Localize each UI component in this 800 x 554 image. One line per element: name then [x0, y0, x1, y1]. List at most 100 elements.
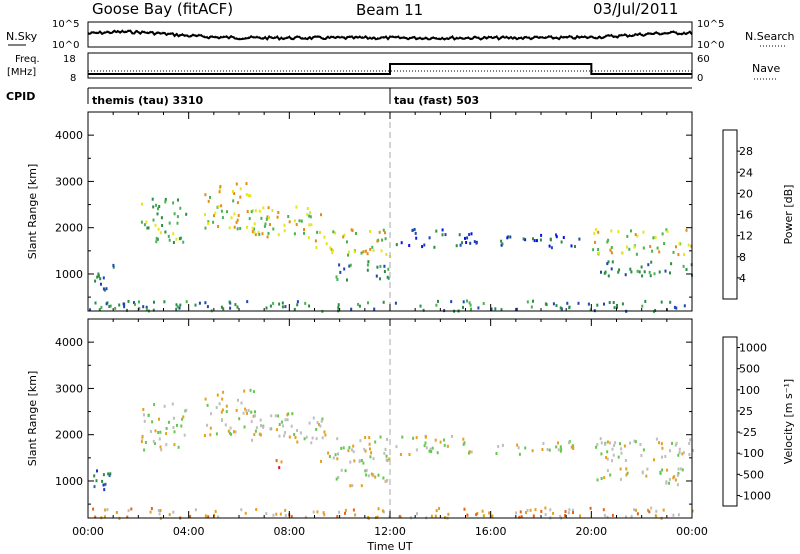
station-title: Goose Bay (fitACF): [92, 0, 233, 18]
echo-pixel: [384, 231, 386, 235]
echo-pixel: [640, 454, 643, 457]
echo-pixel: [327, 451, 330, 455]
echo-pixel: [650, 260, 653, 264]
echo-pixel: [149, 510, 152, 514]
echo-pixel: [606, 469, 609, 473]
echo-pixel: [424, 435, 427, 439]
echo-pixel: [103, 515, 106, 519]
echo-pixel: [363, 447, 366, 451]
echo-pixel: [275, 512, 278, 516]
echo-pixel: [638, 270, 641, 274]
echo-pixel: [611, 513, 614, 517]
echo-pixel: [145, 308, 148, 311]
echo-pixel: [203, 213, 206, 217]
echo-pixel: [339, 270, 342, 274]
echo-pixel: [258, 232, 261, 236]
echo-pixel: [143, 223, 146, 227]
echo-pixel: [210, 412, 212, 416]
echo-pixel: [466, 236, 469, 240]
echo-pixel: [469, 303, 472, 307]
echo-pixel: [141, 202, 143, 206]
echo-pixel: [309, 211, 312, 214]
echo-pixel: [364, 469, 367, 473]
echo-pixel: [549, 238, 552, 242]
echo-pixel: [385, 253, 388, 256]
echo-pixel: [552, 511, 555, 515]
echo-pixel: [232, 199, 235, 203]
echo-pixel: [661, 232, 664, 236]
echo-pixel: [153, 442, 156, 445]
echo-pixel: [220, 209, 223, 213]
colorbar-tick-label: -25: [739, 426, 757, 439]
echo-pixel: [415, 436, 418, 440]
echo-pixel: [560, 240, 563, 244]
echo-pixel: [635, 508, 638, 512]
plot-background: [88, 112, 692, 311]
echo-pixel: [308, 304, 311, 308]
echo-pixel: [225, 404, 228, 408]
echo-pixel: [366, 268, 369, 272]
echo-pixel: [660, 442, 663, 446]
echo-pixel: [310, 223, 313, 227]
echo-pixel: [540, 509, 543, 513]
echo-pixel: [242, 411, 245, 415]
echo-pixel: [194, 303, 197, 307]
echo-pixel: [416, 512, 418, 516]
echo-pixel: [237, 398, 239, 402]
echo-pixel: [233, 225, 236, 229]
echo-pixel: [290, 515, 293, 518]
echo-pixel: [272, 513, 275, 517]
echo-pixel: [142, 305, 145, 309]
echo-pixel: [488, 511, 491, 515]
echo-pixel: [337, 476, 340, 479]
echo-pixel: [247, 194, 250, 198]
echo-pixel: [212, 220, 215, 224]
nave-label: Nave: [752, 62, 780, 75]
echo-pixel: [175, 303, 178, 307]
echo-pixel: [351, 448, 353, 452]
echo-pixel: [435, 303, 438, 307]
x-axis-label: Time UT: [366, 540, 412, 553]
echo-pixel: [359, 439, 362, 443]
echo-pixel: [342, 446, 345, 450]
echo-pixel: [671, 441, 673, 445]
echo-pixel: [97, 274, 100, 278]
echo-pixel: [677, 471, 680, 475]
echo-pixel: [152, 218, 155, 222]
echo-pixel: [655, 509, 658, 513]
colorbar-label: Power [dB]: [782, 185, 795, 245]
echo-pixel: [509, 235, 512, 239]
echo-pixel: [532, 514, 535, 518]
echo-pixel: [303, 228, 305, 231]
echo-pixel: [293, 433, 296, 436]
echo-pixel: [555, 304, 558, 308]
echo-pixel: [546, 448, 549, 451]
echo-pixel: [596, 443, 599, 446]
echo-pixel: [250, 210, 253, 214]
echo-pixel: [599, 437, 602, 441]
echo-pixel: [263, 224, 266, 228]
echo-pixel: [530, 305, 533, 309]
echo-pixel: [577, 301, 580, 305]
echo-pixel: [245, 182, 248, 186]
echo-pixel: [189, 515, 192, 518]
echo-pixel: [443, 438, 445, 442]
echo-pixel: [158, 205, 161, 208]
echo-pixel: [94, 515, 97, 519]
echo-pixel: [269, 304, 272, 308]
echo-pixel: [126, 308, 128, 312]
colorbar-tick-label: 4: [739, 272, 746, 285]
colorbar-label: Velocity [m s⁻¹]: [782, 379, 795, 464]
echo-pixel: [446, 444, 449, 448]
echo-pixel: [175, 237, 178, 241]
echo-pixel: [176, 221, 179, 225]
echo-pixel: [665, 481, 668, 485]
echo-pixel: [463, 507, 466, 511]
echo-pixel: [147, 226, 150, 230]
echo-pixel: [351, 229, 354, 232]
echo-pixel: [290, 424, 293, 428]
echo-pixel: [207, 220, 210, 224]
echo-pixel: [515, 511, 518, 515]
echo-pixel: [331, 251, 334, 255]
echo-pixel: [254, 410, 256, 414]
